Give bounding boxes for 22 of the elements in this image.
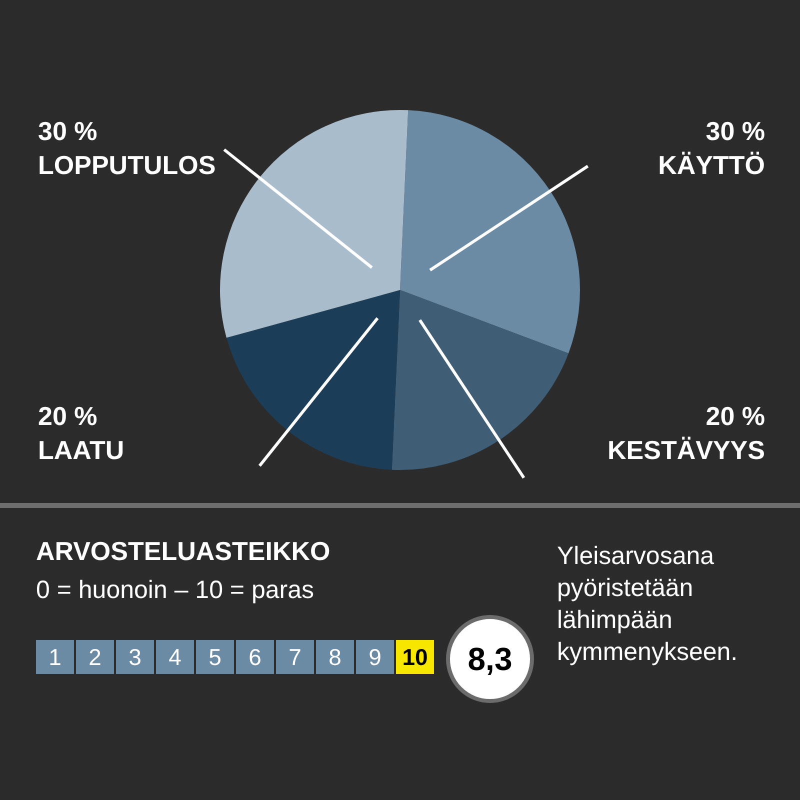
text: 0 = huonoin – 10 = paras <box>36 576 314 605</box>
text: 9 <box>356 640 394 674</box>
data-label: 30 % <box>706 116 765 146</box>
text: 10 <box>396 640 434 674</box>
slice-label: KESTÄVYYS <box>608 435 765 465</box>
text: 7 <box>276 640 314 674</box>
text: 2 <box>76 640 114 674</box>
data-label: 20 % <box>706 401 765 431</box>
text: ARVOSTELUASTEIKKO <box>36 536 330 567</box>
text: 3 <box>116 640 154 674</box>
text: Yleisarvosana pyöristetään lähimpään kymmenykseen. <box>557 541 739 668</box>
text: 8,3 <box>446 615 534 703</box>
slice-label: KÄYTTÖ <box>658 150 765 180</box>
slice-label: LOPPUTULOS <box>38 150 216 180</box>
text: 1 <box>36 640 74 674</box>
data-label: 30 % <box>38 116 98 146</box>
slice-label: LAATU <box>38 435 124 465</box>
text: 6 <box>236 640 274 674</box>
text: 5 <box>196 640 234 674</box>
text: 4 <box>156 640 194 674</box>
data-label: 20 % <box>38 401 98 431</box>
text: 8 <box>316 640 354 674</box>
